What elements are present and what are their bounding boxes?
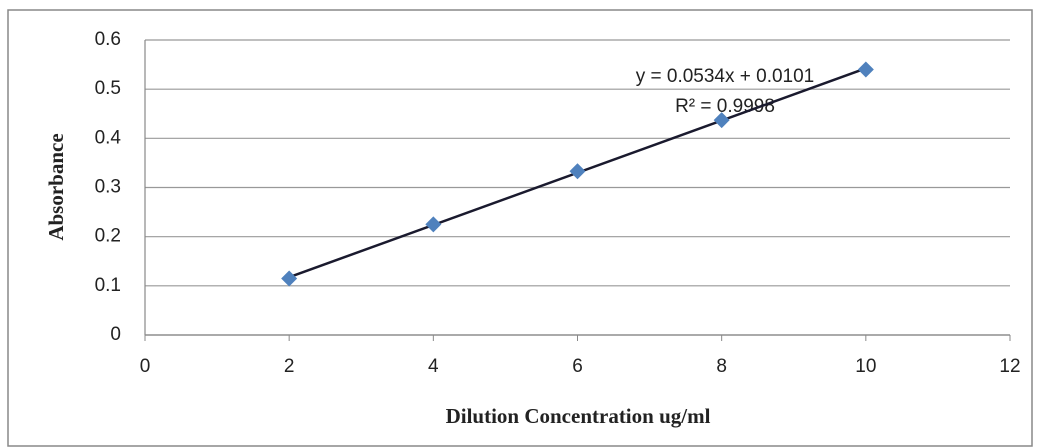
y-tick-label: 0.3: [95, 177, 121, 198]
r-squared: R² = 0.9998: [675, 96, 775, 117]
y-tick-label: 0: [110, 324, 121, 345]
x-tick-label: 8: [716, 356, 727, 377]
y-tick-label: 0.6: [95, 29, 121, 50]
x-tick-label: 6: [572, 356, 583, 377]
x-tick-label: 0: [140, 356, 151, 377]
point: [857, 61, 874, 78]
y-tick-label: 0.5: [95, 78, 121, 99]
x-tick-label: 12: [999, 356, 1020, 377]
y-tick-label: 0.1: [95, 275, 121, 296]
x-tick-label: 2: [284, 356, 295, 377]
chart-frame: [7, 9, 1033, 447]
point: [713, 112, 730, 129]
x-axis-title: Dilution Concentration ug/ml: [446, 404, 711, 428]
equation: y = 0.0534x + 0.0101: [636, 66, 815, 87]
point: [281, 270, 298, 287]
x-tick-label: 4: [428, 356, 439, 377]
point: [425, 216, 442, 233]
x-tick-label: 10: [855, 356, 876, 377]
y-tick-label: 0.2: [95, 226, 121, 247]
y-axis-title: Absorbance: [44, 133, 68, 240]
point: [569, 163, 586, 180]
y-tick-label: 0.4: [95, 127, 122, 148]
